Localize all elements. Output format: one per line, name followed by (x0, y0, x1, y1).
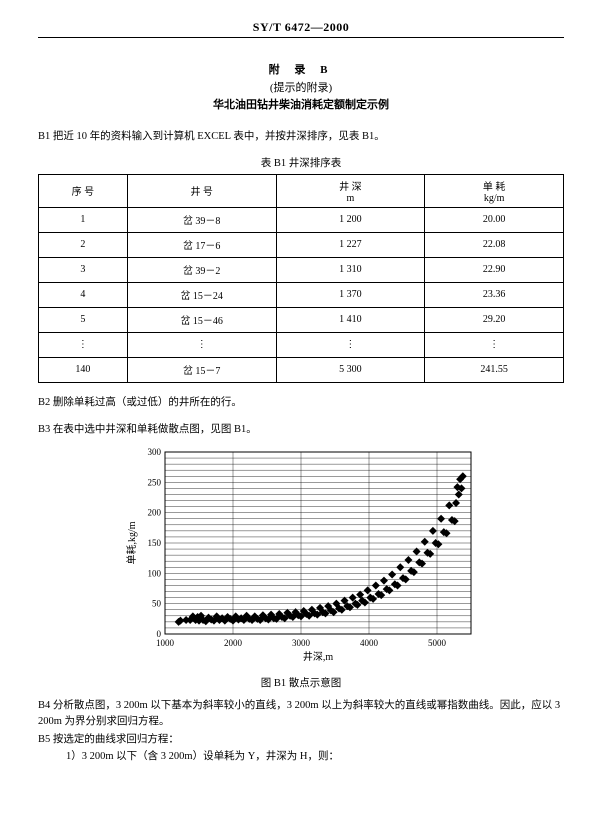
xtick-label: 2000 (224, 638, 243, 648)
scatter-chart: 05010015020025030010002000300040005000单耗… (121, 444, 481, 669)
table-row: 2岔 17－61 22722.08 (39, 232, 564, 257)
table-cell: 岔 15－24 (127, 282, 276, 307)
table-head: 序 号 井 号 井 深 m 单 耗 kg/m (39, 174, 564, 207)
table-cell: 岔 15－46 (127, 307, 276, 332)
standard-code: SY/T 6472—2000 (38, 20, 564, 35)
table-cell: 140 (39, 357, 128, 382)
col-seq: 序 号 (39, 174, 128, 207)
ytick-label: 300 (148, 447, 162, 457)
b1-paragraph: B1 把近 10 年的资料输入到计算机 EXCEL 表中，并按井深排序，见表 B… (38, 129, 564, 145)
ytick-label: 50 (152, 599, 162, 609)
b5-sub1: 1）3 200m 以下（含 3 200m）设单耗为 Y，井深为 H，则： (38, 749, 564, 765)
col-depth: 井 深 m (276, 174, 425, 207)
table-cell: ⋮ (127, 332, 276, 357)
header-rule (38, 37, 564, 38)
table-cell: 1 227 (276, 232, 425, 257)
table-cell: 岔 39－8 (127, 207, 276, 232)
table-cell: 29.20 (425, 307, 564, 332)
table-cell: 241.55 (425, 357, 564, 382)
table-cell: 岔 15－7 (127, 357, 276, 382)
b4-paragraph: B4 分析散点图，3 200m 以下基本为斜率较小的直线，3 200m 以上为斜… (38, 698, 564, 730)
b5-paragraph: B5 按选定的曲线求回归方程： (38, 732, 564, 748)
ytick-label: 250 (148, 477, 162, 487)
table-cell: 23.36 (425, 282, 564, 307)
xtick-label: 1000 (156, 638, 175, 648)
x-axis-label: 井深,m (303, 650, 333, 663)
table-cell: 1 410 (276, 307, 425, 332)
table-cell: 22.08 (425, 232, 564, 257)
table-cell: ⋮ (276, 332, 425, 357)
table-cell: 5 300 (276, 357, 425, 382)
table-row: 1岔 39－81 20020.00 (39, 207, 564, 232)
appendix-heading: 附 录 B (提示的附录) 华北油田钻井柴油消耗定额制定示例 (38, 62, 564, 115)
appendix-line2: (提示的附录) (38, 80, 564, 98)
table-row: 5岔 15－461 41029.20 (39, 307, 564, 332)
table-row: ⋮⋮⋮⋮ (39, 332, 564, 357)
col-consumption: 单 耗 kg/m (425, 174, 564, 207)
table-cell: 4 (39, 282, 128, 307)
appendix-line1: 附 录 B (38, 62, 564, 80)
col-depth-top: 井 深 (281, 178, 421, 193)
ytick-label: 100 (148, 568, 162, 578)
table-cell: ⋮ (425, 332, 564, 357)
xtick-label: 3000 (292, 638, 311, 648)
table-cell: 20.00 (425, 207, 564, 232)
table-row: 140岔 15－75 300241.55 (39, 357, 564, 382)
table-caption: 表 B1 井深排序表 (38, 155, 564, 170)
table-cell: 1 370 (276, 282, 425, 307)
table-row: 3岔 39－21 31022.90 (39, 257, 564, 282)
b3-paragraph: B3 在表中选中井深和单耗做散点图，见图 B1。 (38, 422, 564, 438)
depth-sort-table: 序 号 井 号 井 深 m 单 耗 kg/m 1岔 39－81 20020.00… (38, 174, 564, 383)
page-root: SY/T 6472—2000 附 录 B (提示的附录) 华北油田钻井柴油消耗定… (0, 0, 602, 819)
appendix-line3: 华北油田钻井柴油消耗定额制定示例 (38, 97, 564, 115)
table-row: 4岔 15－241 37023.36 (39, 282, 564, 307)
table-cell: 1 200 (276, 207, 425, 232)
col-cons-top: 单 耗 (429, 178, 559, 193)
ytick-label: 150 (148, 538, 162, 548)
chart-svg: 05010015020025030010002000300040005000单耗… (121, 444, 481, 664)
col-cons-bot: kg/m (429, 193, 559, 204)
table-cell: 1 (39, 207, 128, 232)
ytick-label: 200 (148, 508, 162, 518)
table-cell: 3 (39, 257, 128, 282)
table-cell: 岔 17－6 (127, 232, 276, 257)
table-body: 1岔 39－81 20020.002岔 17－61 22722.083岔 39－… (39, 207, 564, 382)
b2-paragraph: B2 删除单耗过高（或过低）的井所在的行。 (38, 395, 564, 411)
table-cell: 2 (39, 232, 128, 257)
xtick-label: 5000 (428, 638, 447, 648)
chart-caption: 图 B1 散点示意图 (38, 675, 564, 690)
col-well: 井 号 (127, 174, 276, 207)
table-cell: 22.90 (425, 257, 564, 282)
table-cell: 1 310 (276, 257, 425, 282)
col-depth-bot: m (281, 193, 421, 204)
xtick-label: 4000 (360, 638, 379, 648)
y-axis-label: 单耗,kg/m (126, 521, 138, 564)
table-cell: ⋮ (39, 332, 128, 357)
table-cell: 5 (39, 307, 128, 332)
table-cell: 岔 39－2 (127, 257, 276, 282)
